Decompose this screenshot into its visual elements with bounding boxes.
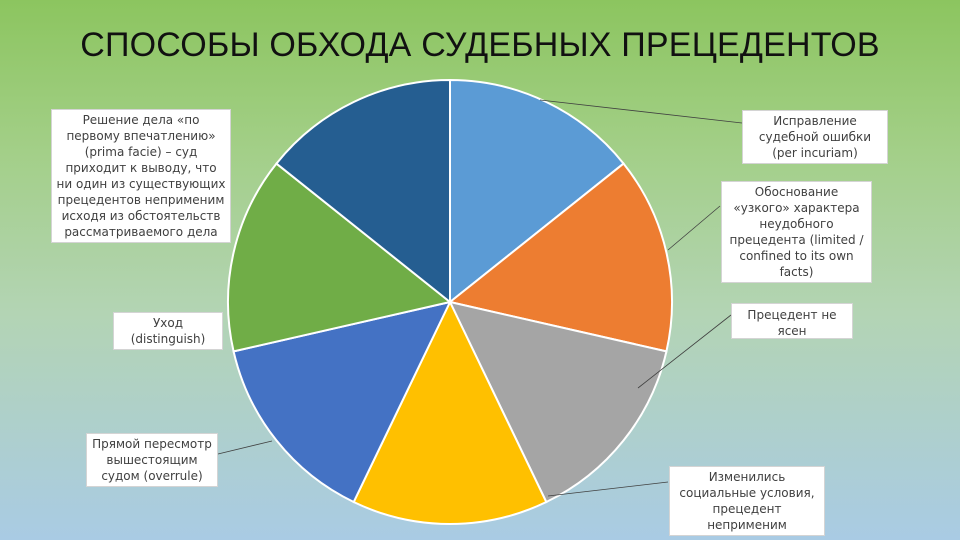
leader-line <box>217 440 273 455</box>
leader-line <box>539 99 743 124</box>
pie-slice-3 <box>448 300 668 504</box>
slide-title: СПОСОБЫ ОБХОДА СУДЕБНЫХ ПРЕЦЕДЕНТОВ <box>80 26 880 64</box>
pie-slice-1 <box>449 78 625 305</box>
leader-line <box>637 314 732 389</box>
pie-slice-5 <box>232 300 452 504</box>
pie-slice-6 <box>227 162 453 353</box>
pie-slice-2 <box>447 162 673 353</box>
slice-label: Уход (distinguish) <box>113 312 223 350</box>
slice-label: Исправление судебной ошибки (per incuria… <box>742 110 888 164</box>
slice-label: Изменились социальные условия, прецедент… <box>669 466 825 536</box>
leader-line <box>547 481 669 497</box>
pie-slice-7 <box>275 78 451 305</box>
slice-label: Решение дела «по первому впечатлению» (p… <box>51 109 231 243</box>
pie-slice-4 <box>352 299 548 525</box>
leader-line <box>667 205 721 251</box>
slice-label: Прецедент не ясен <box>731 303 853 339</box>
slice-label: Прямой пересмотр вышестоящим судом (over… <box>86 433 218 487</box>
slice-label: Обоснование «узкого» характера неудобног… <box>721 181 872 283</box>
